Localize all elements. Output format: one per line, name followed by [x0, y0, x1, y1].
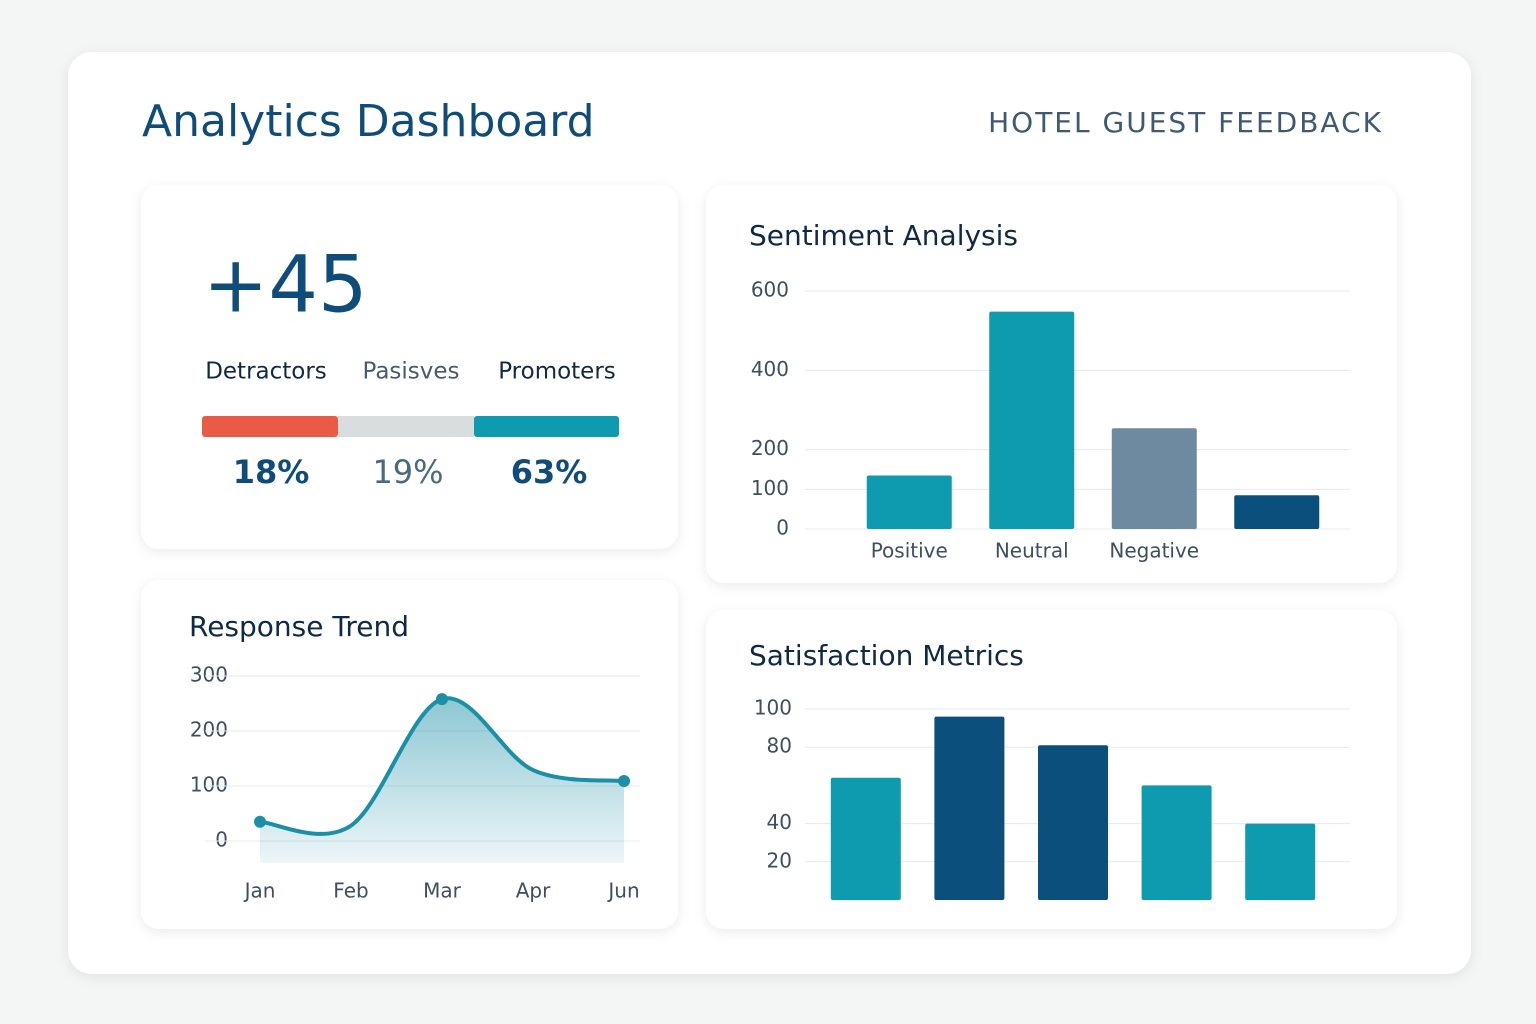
y-tick-label: 200 — [190, 718, 228, 742]
bar — [1245, 823, 1316, 900]
y-tick-label: 0 — [215, 828, 228, 852]
segment-percent: 19% — [372, 453, 443, 491]
chart-title: Response Trend — [189, 610, 409, 643]
bar — [1111, 428, 1197, 529]
x-tick-label: Negative — [1109, 539, 1199, 563]
area — [260, 698, 624, 863]
bar-segment — [474, 416, 619, 437]
segment-label: Pasisves — [362, 359, 459, 385]
segment-percent: 63% — [511, 453, 588, 491]
y-tick-label: 200 — [751, 436, 789, 460]
y-tick-label: 40 — [767, 810, 792, 834]
segment-percent: 18% — [233, 453, 310, 491]
y-tick-label: 400 — [751, 357, 789, 381]
bar — [989, 311, 1075, 529]
bar — [1038, 745, 1108, 900]
x-tick-label: Jun — [606, 879, 639, 903]
title: Analytics Dashboard — [142, 96, 595, 147]
y-tick-label: 100 — [190, 773, 228, 797]
x-tick-label: Mar — [423, 879, 462, 903]
nps-card — [141, 185, 678, 549]
y-tick-label: 80 — [767, 734, 792, 758]
bar — [830, 777, 901, 900]
bar — [934, 716, 1005, 900]
point — [254, 815, 266, 828]
nps-score: +45 — [203, 240, 368, 330]
bar — [1141, 785, 1212, 900]
bar-segment — [338, 416, 474, 437]
x-tick-label: Neutral — [995, 539, 1069, 563]
x-tick-label: Feb — [333, 879, 368, 903]
y-tick-label: 100 — [751, 476, 789, 500]
segment-label: Detractors — [205, 359, 327, 385]
chart-title: Satisfaction Metrics — [749, 639, 1024, 672]
bar — [866, 475, 952, 529]
subtitle: HOTEL GUEST FEEDBACK — [988, 106, 1383, 139]
y-tick-label: 300 — [190, 663, 228, 687]
y-tick-label: 600 — [751, 278, 789, 302]
y-tick-label: 0 — [776, 516, 789, 540]
y-tick-label: 100 — [754, 696, 792, 720]
y-tick-label: 20 — [767, 848, 792, 872]
point — [618, 775, 630, 788]
x-tick-label: Positive — [871, 539, 948, 563]
x-tick-label: Jan — [243, 879, 276, 903]
bar — [1234, 495, 1320, 529]
point — [436, 693, 448, 706]
segment-label: Promoters — [498, 359, 616, 385]
chart-title: Sentiment Analysis — [749, 219, 1018, 252]
bar-segment — [202, 416, 338, 437]
x-tick-label: Apr — [516, 879, 551, 903]
